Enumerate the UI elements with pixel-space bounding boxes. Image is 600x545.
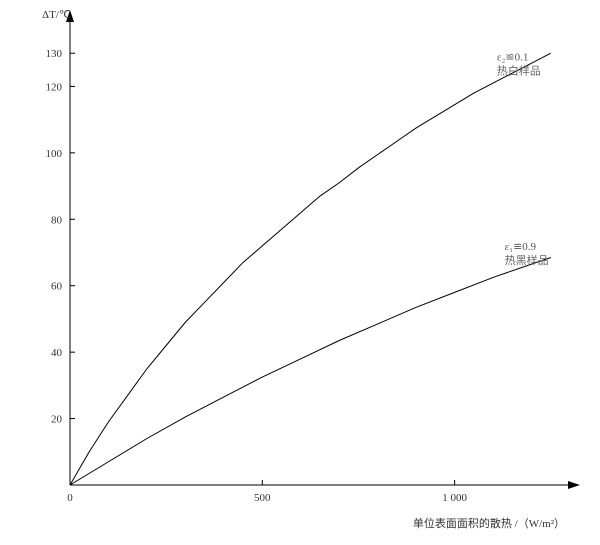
x-axis-arrow [568,481,580,489]
y-tick-label: 100 [46,148,63,160]
series-label-white-sample-1: ε₂≌0.1 [497,52,528,64]
series-white-sample [70,53,551,485]
x-tick-label: 500 [254,492,271,504]
y-tick-label: 20 [51,414,63,426]
x-tick-label: 0 [67,492,73,504]
y-tick-label: 120 [46,81,63,93]
series-label-black-sample-2: 热黑样品 [505,253,549,267]
chart-svg: 20 40 60 80 100 120 130 0 500 1 000 ΔT/℃ 单位表面面积的散热 … [0,0,600,545]
series-black-sample [70,257,551,485]
y-tick-label: 80 [51,214,63,226]
y-tick-label: 60 [51,281,63,293]
x-axis-label: 单位表面面积的散热 /（W/m²） [413,516,565,530]
y-tick-label: 130 [46,48,63,60]
chart-container: 20 40 60 80 100 120 130 0 500 1 000 ΔT/℃ 单位表面面积的散热 … [0,0,600,545]
series-label-white-sample-2: 热白样品 [497,64,541,78]
y-tick-label: 40 [51,347,63,359]
x-tick-label: 1 000 [442,492,467,504]
y-axis-label: ΔT/℃ [42,9,71,21]
series-label-black-sample-1: ε₁≌0.9 [505,241,537,253]
